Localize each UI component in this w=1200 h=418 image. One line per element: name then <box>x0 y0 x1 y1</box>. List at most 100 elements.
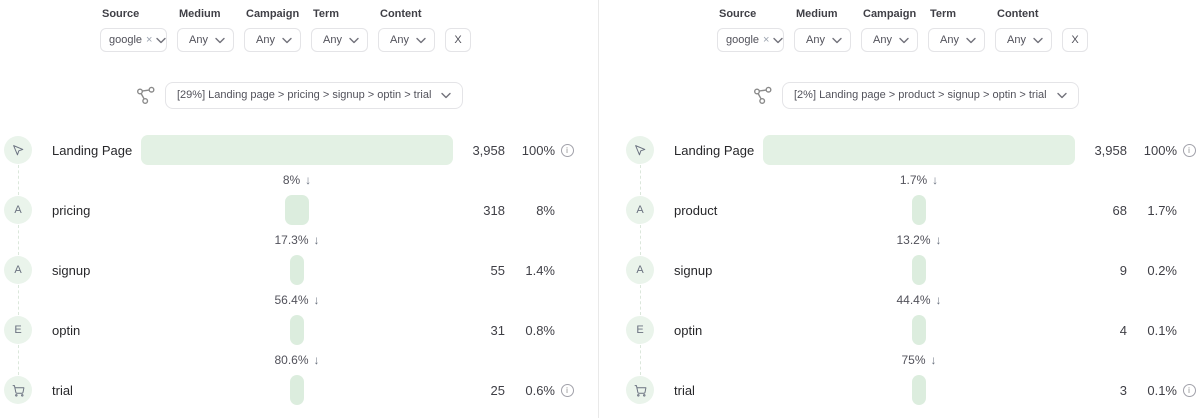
step-connector <box>626 225 654 255</box>
conversion-row: 17.3% <box>4 225 598 255</box>
funnel-step-row: E optin 4 0.1% <box>626 315 1200 345</box>
info-icon[interactable] <box>560 143 574 157</box>
down-arrow-icon <box>305 173 311 187</box>
funnel-select[interactable]: [2%] Landing page > product > signup > o… <box>782 81 1079 109</box>
chevron-down-icon <box>966 37 976 44</box>
funnel-bar[interactable] <box>912 255 926 285</box>
source-select[interactable]: google <box>100 28 167 52</box>
filter-field-source: Source google <box>717 8 784 52</box>
funnel-step-row: A signup 55 1.4% <box>4 255 598 285</box>
step-count: 4 <box>1119 322 1127 338</box>
content-select[interactable]: Any <box>378 28 435 52</box>
info-icon[interactable] <box>1182 143 1196 157</box>
info-icon[interactable] <box>560 383 574 397</box>
funnel-step-row: trial 3 0.1% <box>626 375 1200 405</box>
step-connector <box>4 165 32 195</box>
funnel-bar[interactable] <box>912 195 926 225</box>
bar-area <box>763 195 1075 225</box>
step-connector <box>626 165 654 195</box>
step-pct: 0.6% <box>525 382 555 398</box>
down-arrow-icon <box>314 353 320 367</box>
bar-area <box>141 375 453 405</box>
funnel-bar[interactable] <box>912 375 926 405</box>
content-select[interactable]: Any <box>995 28 1052 52</box>
step-pct: 0.2% <box>1147 262 1177 278</box>
conversion-rate: 56.4% <box>274 293 309 307</box>
conversion-rate: 80.6% <box>274 353 309 367</box>
clear-filters-button[interactable]: X <box>1062 28 1088 52</box>
filter-label: Source <box>102 8 140 20</box>
chevron-down-icon <box>282 37 292 44</box>
funnel-bar[interactable] <box>284 195 310 225</box>
funnel-selector-row: [2%] Landing page > product > signup > o… <box>753 81 1200 109</box>
step-label: product <box>674 202 718 218</box>
step-label: Landing Page <box>52 142 133 158</box>
step-pct: 1.7% <box>1147 202 1177 218</box>
filter-field-medium: Medium Any <box>177 8 234 52</box>
filter-label: Content <box>380 8 422 20</box>
step-count: 318 <box>483 202 505 218</box>
medium-select[interactable]: Any <box>794 28 851 52</box>
medium-select[interactable]: Any <box>177 28 234 52</box>
source-select-value: google <box>726 34 760 46</box>
step-label: Landing Page <box>674 142 755 158</box>
step-count: 25 <box>490 382 505 398</box>
funnel-bar[interactable] <box>290 255 304 285</box>
chevron-down-icon <box>832 37 842 44</box>
campaign-select[interactable]: Any <box>244 28 301 52</box>
step-connector <box>4 345 32 375</box>
bar-area <box>141 315 453 345</box>
filter-label: Source <box>719 8 757 20</box>
step-connector <box>4 225 32 255</box>
conversion-rate: 1.7% <box>899 173 928 187</box>
funnel-bar[interactable] <box>141 135 453 165</box>
conversion-row: 13.2% <box>626 225 1200 255</box>
source-select[interactable]: google <box>717 28 784 52</box>
chevron-down-icon <box>215 37 225 44</box>
flow-icon <box>753 86 772 105</box>
chevron-down-icon <box>349 37 359 44</box>
conversion-rate: 17.3% <box>274 233 309 247</box>
conversion-row: 56.4% <box>4 285 598 315</box>
remove-filter-icon[interactable] <box>146 35 152 46</box>
filter-bar: Source google Medium Any Campaign Any <box>100 8 598 52</box>
step-letter-icon: E <box>4 316 32 344</box>
funnel-bar[interactable] <box>290 375 304 405</box>
bar-area <box>141 255 453 285</box>
funnel-panel-right: Source google Medium Any Campaign Any <box>599 0 1200 418</box>
funnel-step-row: Landing Page 3,958 100% <box>626 135 1200 165</box>
funnel-step-row: A signup 9 0.2% <box>626 255 1200 285</box>
term-select[interactable]: Any <box>928 28 985 52</box>
conversion-row: 8% <box>4 165 598 195</box>
step-label: trial <box>674 382 695 398</box>
term-select[interactable]: Any <box>311 28 368 52</box>
step-pct: 100% <box>1143 142 1177 158</box>
remove-filter-icon[interactable] <box>763 35 769 46</box>
down-arrow-icon <box>932 173 938 187</box>
bar-area <box>763 135 1075 165</box>
step-pct: 0.1% <box>1147 322 1177 338</box>
campaign-select[interactable]: Any <box>861 28 918 52</box>
bar-area <box>141 135 453 165</box>
medium-select-value: Any <box>806 34 825 46</box>
filter-label: Term <box>930 8 957 20</box>
medium-select-value: Any <box>189 34 208 46</box>
filter-label: Medium <box>796 8 838 20</box>
funnel-select[interactable]: [29%] Landing page > pricing > signup > … <box>165 81 464 109</box>
step-count: 55 <box>490 262 505 278</box>
funnel-bar[interactable] <box>763 135 1075 165</box>
step-count: 3 <box>1119 382 1127 398</box>
clear-filters-button[interactable]: X <box>445 28 471 52</box>
funnel-select-value: [29%] Landing page > pricing > signup > … <box>177 89 432 101</box>
funnel-bar[interactable] <box>912 315 926 345</box>
info-icon[interactable] <box>1182 383 1196 397</box>
chevron-down-icon <box>416 37 426 44</box>
conversion-row: 75% <box>626 345 1200 375</box>
step-label: signup <box>674 262 713 278</box>
funnel-panel-left: Source google Medium Any Campaign Any <box>0 0 599 418</box>
content-select-value: Any <box>390 34 409 46</box>
funnel-step-row: A pricing 318 8% <box>4 195 598 225</box>
funnel-bar[interactable] <box>290 315 304 345</box>
chevron-down-icon <box>1033 37 1043 44</box>
